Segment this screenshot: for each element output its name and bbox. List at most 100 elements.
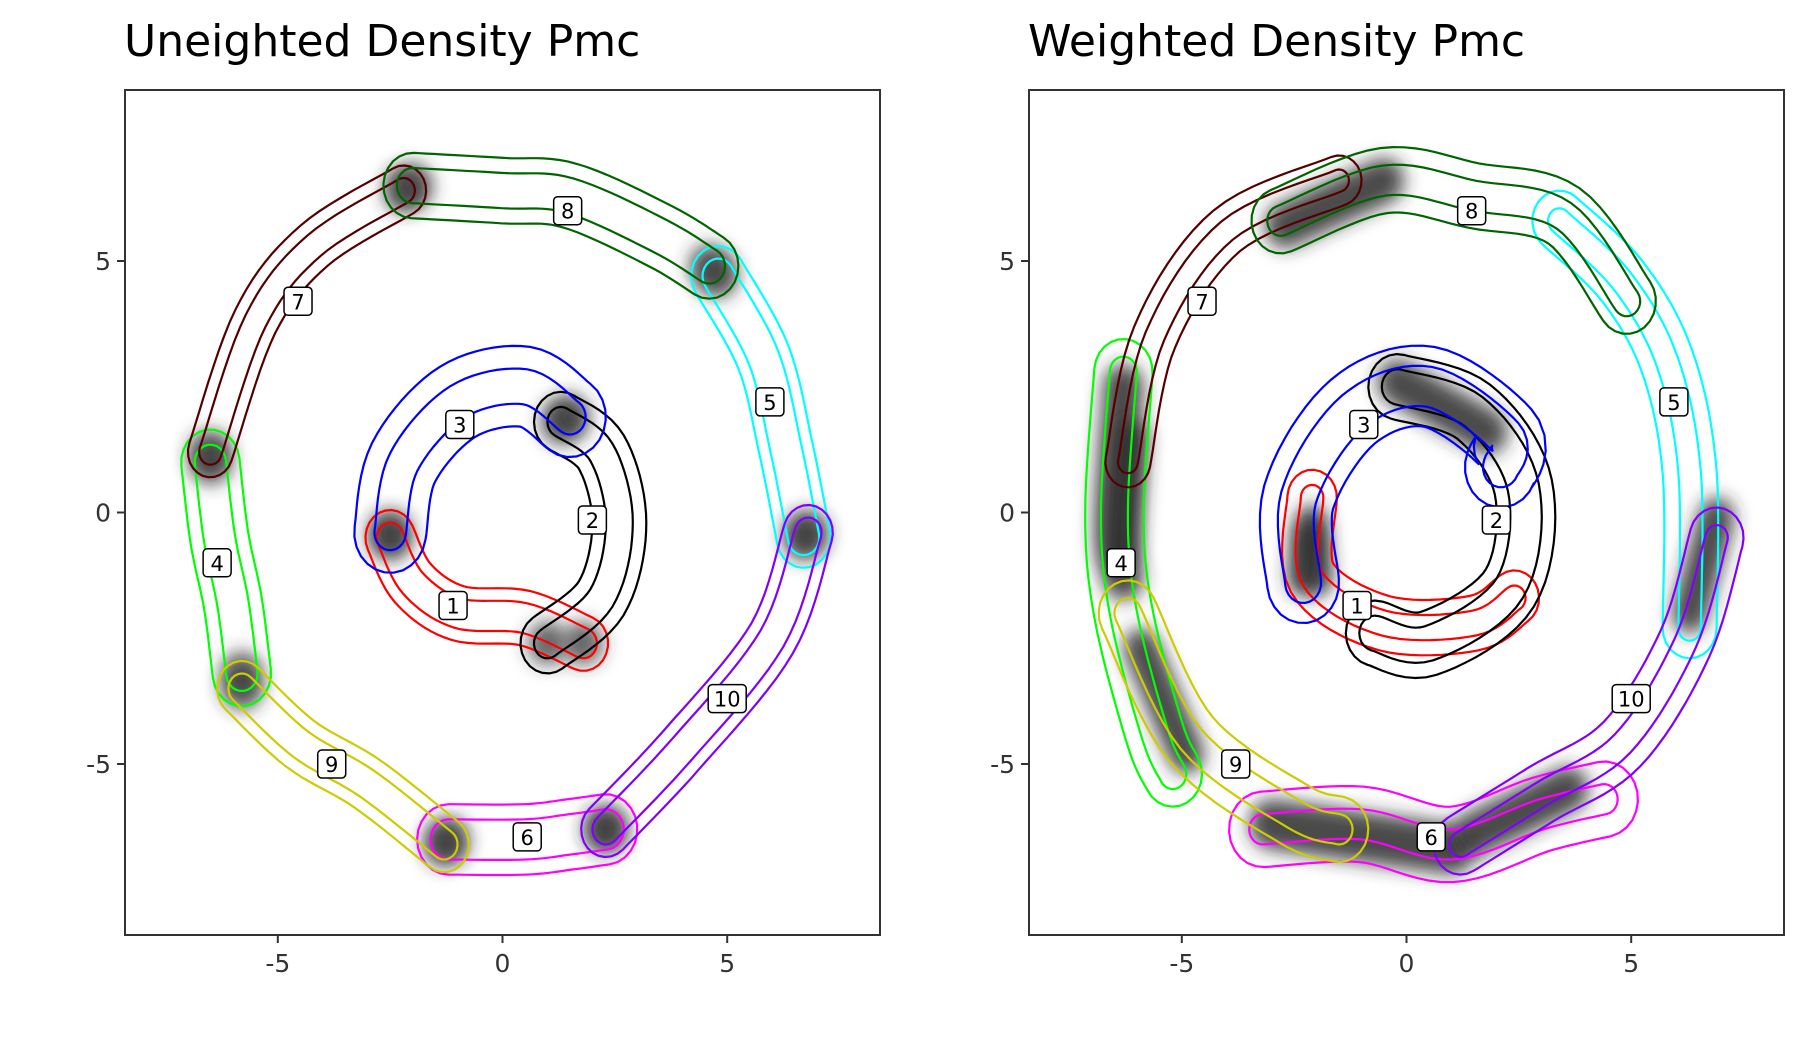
contour-outer-4: [1084, 337, 1204, 808]
component-label-box: [1349, 409, 1379, 440]
density-blob-3-start: [370, 510, 411, 555]
component-label-3: 3: [1349, 409, 1379, 440]
contour-inner-2: [532, 405, 634, 660]
component-label-text: 10: [1618, 688, 1645, 712]
component-label-3: 3: [445, 409, 475, 440]
component-label-text: 4: [210, 552, 223, 576]
component-label-text: 9: [325, 753, 338, 777]
component-label-6: 6: [512, 822, 542, 852]
right-density-shading: [1094, 158, 1735, 875]
component-label-box: [1611, 683, 1651, 714]
component-label-5: 5: [755, 387, 785, 417]
contour-inner-4: [193, 443, 259, 692]
contour-inner-9: [227, 672, 459, 861]
component-label-box: [283, 286, 313, 316]
component-label-box: [1187, 286, 1217, 316]
component-label-box: [1659, 387, 1689, 417]
component-label-text: 8: [1465, 200, 1478, 224]
contour-inner-8: [1266, 163, 1642, 318]
density-blob-9: [1123, 628, 1205, 774]
contour-outer-1: [1280, 468, 1541, 657]
contour-outer-7: [1104, 154, 1363, 489]
contour-outer-2: [519, 390, 648, 675]
contour-inner-3: [1276, 364, 1529, 605]
component-label-8: 8: [1456, 195, 1487, 226]
component-label-2: 2: [1481, 505, 1512, 535]
component-label-box: [445, 409, 475, 440]
x-tick-label: 5: [1623, 949, 1639, 978]
component-label-text: 4: [1114, 552, 1127, 576]
component-label-text: 9: [1229, 753, 1242, 777]
contour-outer-6: [1227, 760, 1640, 884]
contour-outer-7: [186, 164, 428, 479]
component-label-text: 3: [1357, 413, 1370, 437]
contour-inner-10: [591, 516, 823, 846]
component-label-4: 4: [1106, 548, 1136, 578]
left-axes: -5 0 5 -5 0 5: [86, 247, 735, 978]
component-label-text: 5: [1667, 391, 1680, 415]
contour-inner-5: [701, 257, 821, 557]
component-label-box: [1106, 548, 1136, 578]
y-tick-label: -5: [86, 750, 111, 779]
contour-inner-10: [1448, 523, 1729, 859]
contour-outer-4: [180, 428, 272, 708]
component-label-1: 1: [438, 590, 468, 621]
contour-outer-6: [415, 793, 639, 877]
component-label-text: 2: [586, 509, 599, 533]
contour-outer-9: [216, 659, 470, 874]
component-label-10: 10: [707, 683, 747, 714]
left-component-labels: 1 2 3 4 5 6 7 8 9 10: [202, 195, 785, 852]
y-tick-label: 5: [95, 247, 111, 276]
component-label-box: [202, 548, 232, 578]
component-label-text: 3: [453, 413, 466, 437]
x-tick-label: 0: [1399, 949, 1415, 978]
component-label-box: [577, 505, 608, 535]
component-label-1: 1: [1342, 590, 1372, 621]
component-label-5: 5: [1659, 387, 1689, 417]
component-label-9: 9: [1220, 749, 1251, 779]
contour-inner-8: [395, 166, 727, 285]
y-tick-label: 5: [999, 247, 1015, 276]
component-label-9: 9: [316, 749, 347, 779]
component-label-box: [1456, 195, 1487, 226]
component-label-8: 8: [552, 195, 583, 226]
component-label-7: 7: [283, 286, 313, 316]
component-label-text: 10: [714, 688, 741, 712]
left-plot-frame: [124, 89, 881, 936]
density-blob-8: [1265, 158, 1405, 249]
right-contours: [1084, 145, 1745, 884]
component-label-text: 5: [763, 391, 776, 415]
component-label-box: [707, 683, 747, 714]
x-tick-label: -5: [265, 949, 290, 978]
component-label-box: [512, 822, 542, 852]
right-panel-title: Weighted Density Pmc: [1028, 16, 1525, 67]
right-axes: -5 0 5 -5 0 5: [990, 247, 1639, 978]
component-label-text: 1: [446, 595, 459, 619]
component-label-box: [1220, 749, 1251, 779]
x-tick-label: -5: [1169, 949, 1194, 978]
component-label-6: 6: [1416, 822, 1446, 852]
contour-outer-3: [353, 344, 607, 574]
right-component-labels: 1 2 3 4 5 6 7 8 9 10: [1106, 195, 1689, 852]
component-label-text: 6: [521, 826, 534, 850]
contour-inner-3: [373, 367, 587, 552]
component-label-text: 7: [1195, 290, 1208, 314]
component-label-text: 1: [1350, 595, 1363, 619]
contour-outer-10: [580, 503, 834, 859]
contour-inner-6: [429, 808, 625, 861]
contour-outer-3: [1258, 344, 1547, 625]
contour-outer-9: [1097, 579, 1370, 864]
contour-inner-7: [1116, 168, 1351, 475]
component-label-box: [1342, 590, 1372, 621]
component-label-box: [438, 590, 468, 621]
component-label-text: 6: [1425, 826, 1438, 850]
y-tick-label: 0: [999, 499, 1015, 528]
x-tick-label: 5: [719, 949, 735, 978]
density-blob-8-end: [689, 244, 730, 289]
right-panel: Weighted Density Pmc 1 2 3 4 5 6 7 8 9 10 -5 0 5 -5 0…: [990, 16, 1785, 978]
contour-outer-1: [364, 508, 609, 672]
density-blob-10: [1453, 766, 1589, 857]
contour-outer-8: [382, 151, 740, 300]
component-label-text: 7: [291, 290, 304, 314]
